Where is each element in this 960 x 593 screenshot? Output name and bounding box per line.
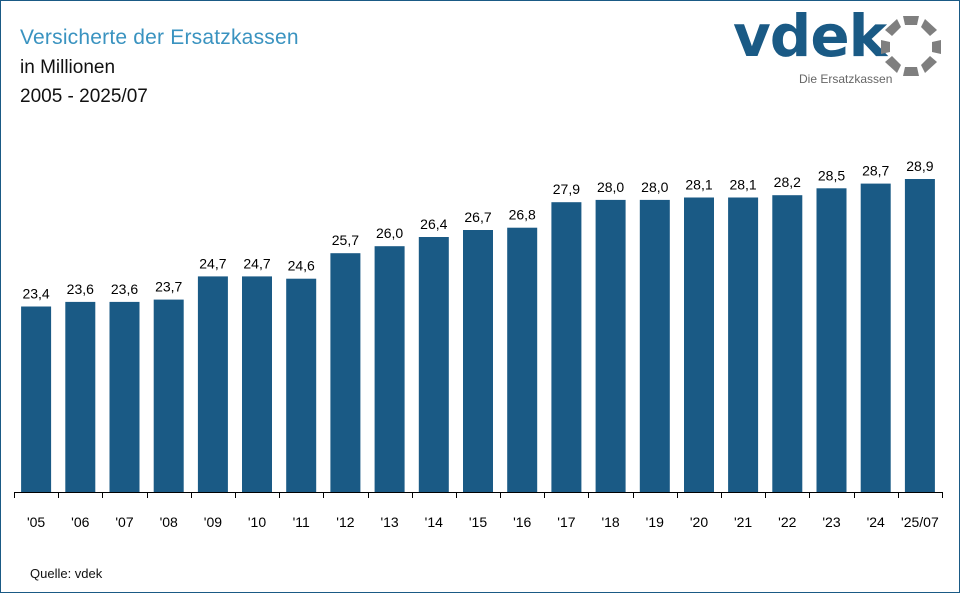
x-tick-label: '07 bbox=[115, 514, 133, 530]
data-label: 23,6 bbox=[67, 281, 94, 297]
x-tick-label: '25/07 bbox=[901, 514, 939, 530]
x-tick-label: '12 bbox=[336, 514, 354, 530]
bar bbox=[65, 301, 96, 492]
data-label: 28,9 bbox=[906, 158, 933, 174]
x-tick-label: '18 bbox=[601, 514, 619, 530]
bar bbox=[728, 197, 759, 492]
data-label: 23,4 bbox=[22, 286, 49, 302]
source-note: Quelle: vdek bbox=[30, 566, 103, 581]
x-tick-label: '22 bbox=[778, 514, 796, 530]
bar bbox=[330, 253, 361, 492]
data-label: 28,0 bbox=[641, 179, 668, 195]
logo-tagline: Die Ersatzkassen bbox=[799, 72, 893, 86]
data-label: 27,9 bbox=[553, 181, 580, 197]
x-tick-label: '20 bbox=[690, 514, 708, 530]
bar bbox=[21, 306, 52, 492]
bar bbox=[507, 227, 538, 492]
data-label: 28,1 bbox=[685, 177, 712, 193]
data-label: 26,0 bbox=[376, 225, 403, 241]
x-tick-label: '15 bbox=[469, 514, 487, 530]
bar bbox=[418, 237, 449, 492]
data-label: 26,7 bbox=[464, 209, 491, 225]
bar bbox=[684, 197, 714, 492]
bar bbox=[463, 230, 493, 492]
data-label: 23,6 bbox=[111, 281, 138, 297]
x-tick-label: '09 bbox=[204, 514, 222, 530]
x-tick-label: '23 bbox=[822, 514, 840, 530]
bar bbox=[904, 179, 935, 492]
logo-wordmark: vdek bbox=[733, 2, 887, 70]
data-label: 24,6 bbox=[288, 258, 315, 274]
bar bbox=[639, 199, 670, 492]
x-tick-label: '14 bbox=[425, 514, 443, 530]
data-label: 28,2 bbox=[774, 174, 801, 190]
x-tick-label: '08 bbox=[160, 514, 178, 530]
vdek-logo: vdek Die Ersatzkassen bbox=[733, 2, 948, 92]
bar bbox=[374, 246, 405, 492]
chart-title: Versicherte der Ersatzkassen bbox=[20, 26, 299, 49]
data-label: 28,7 bbox=[862, 163, 889, 179]
data-label: 28,1 bbox=[729, 177, 756, 193]
data-label: 28,5 bbox=[818, 167, 845, 183]
x-tick-label: '10 bbox=[248, 514, 266, 530]
data-label: 24,7 bbox=[243, 255, 270, 271]
chart-unit: in Millionen bbox=[20, 57, 116, 78]
data-label: 26,8 bbox=[509, 207, 536, 223]
data-label: 26,4 bbox=[420, 216, 447, 232]
bar bbox=[153, 299, 184, 492]
x-tick-label: '21 bbox=[734, 514, 752, 530]
ring-of-segments-icon bbox=[881, 16, 941, 76]
bar bbox=[197, 276, 228, 492]
x-tick-label: '05 bbox=[27, 514, 45, 530]
data-label: 24,7 bbox=[199, 255, 226, 271]
data-label: 25,7 bbox=[332, 232, 359, 248]
bar bbox=[286, 278, 317, 492]
x-tick-label: '13 bbox=[380, 514, 398, 530]
x-tick-label: '16 bbox=[513, 514, 531, 530]
x-tick-label: '06 bbox=[71, 514, 89, 530]
x-tick-label: '11 bbox=[293, 514, 310, 530]
data-label: 23,7 bbox=[155, 279, 182, 295]
x-tick-label: '17 bbox=[557, 514, 575, 530]
bar bbox=[242, 276, 272, 492]
bar bbox=[816, 188, 847, 493]
bar bbox=[109, 301, 140, 492]
data-label: 28,0 bbox=[597, 179, 624, 195]
chart-period: 2005 - 2025/07 bbox=[20, 86, 148, 107]
bar bbox=[551, 202, 582, 492]
bar bbox=[860, 183, 891, 492]
x-tick-label: '24 bbox=[867, 514, 885, 530]
x-tick-label: '19 bbox=[646, 514, 664, 530]
bar bbox=[595, 199, 626, 492]
bar bbox=[772, 195, 803, 492]
